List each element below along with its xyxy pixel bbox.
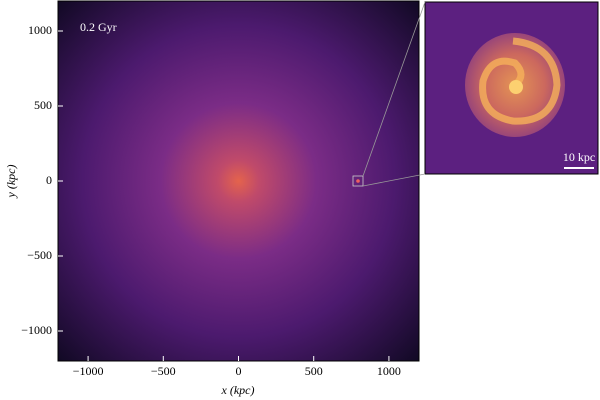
y-tick-label: 500 (34, 98, 52, 112)
zoom-line (362, 1, 426, 177)
inset: 10 kpc (424, 1, 599, 175)
x-tick-label: 0 (236, 364, 242, 378)
y-axis-label: y (kpc) (4, 165, 18, 199)
zoom-line (362, 173, 426, 187)
inset-frame (424, 1, 599, 175)
y-tick-label: 1000 (28, 23, 52, 37)
galaxy-marker (356, 179, 360, 183)
y-tick-label: 0 (46, 173, 52, 187)
main-panel (57, 0, 420, 362)
x-tick-label: 500 (305, 364, 323, 378)
zoom-box (352, 175, 364, 187)
x-tick-label: 1000 (377, 364, 401, 378)
density-map (58, 1, 419, 361)
spiral-arm (479, 37, 561, 125)
x-tick-label: −500 (151, 364, 176, 378)
y-tick-label: −500 (27, 248, 52, 262)
y-tick-label: −1000 (21, 323, 52, 337)
time-annotation: 0.2 Gyr (80, 20, 117, 34)
scale-label: 10 kpc (563, 150, 595, 164)
galaxy-core (509, 80, 523, 94)
x-tick-label: −1000 (73, 364, 104, 378)
x-axis-label: x (kpc) (221, 383, 255, 397)
